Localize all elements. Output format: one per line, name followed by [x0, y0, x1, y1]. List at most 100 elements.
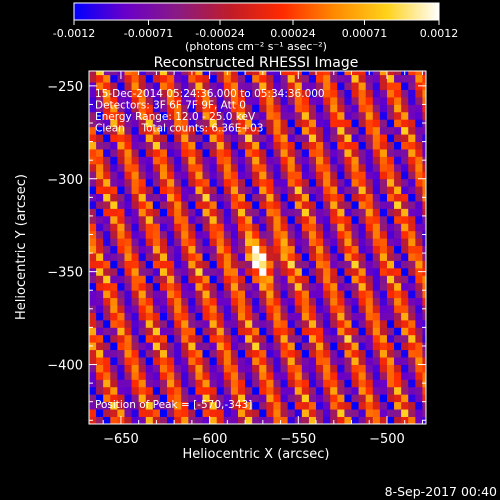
heatmap-cell: [181, 71, 189, 76]
heatmap-cell: [245, 149, 253, 157]
heatmap-cell: [301, 282, 310, 291]
heatmap-cell: [138, 297, 147, 306]
heatmap-cell: [259, 290, 267, 299]
heatmap-cell: [344, 149, 352, 157]
heatmap-cell: [316, 134, 324, 142]
heatmap-cell: [152, 134, 161, 142]
heatmap-cell: [131, 253, 140, 261]
heatmap-cell: [181, 74, 189, 83]
heatmap-cell: [372, 171, 381, 180]
heatmap-cell: [202, 208, 211, 217]
heatmap-cell: [124, 371, 132, 380]
heatmap-cell: [138, 238, 147, 247]
heatmap-cell: [415, 334, 423, 343]
heatmap-cell: [266, 334, 274, 343]
heatmap-cell: [308, 193, 317, 202]
heatmap-cell: [202, 394, 211, 403]
heatmap-cell: [145, 386, 154, 395]
heatmap-cell: [96, 156, 104, 165]
heatmap-cell: [209, 401, 218, 410]
heatmap-cell: [195, 260, 203, 269]
heatmap-cell: [323, 260, 331, 269]
heatmap-cell: [209, 342, 218, 351]
heatmap-cell: [316, 253, 324, 261]
heatmap-cell: [259, 104, 267, 113]
heatmap-cell: [110, 394, 118, 403]
heatmap-cell: [230, 193, 239, 202]
heatmap-cell: [230, 104, 239, 113]
heatmap-cell: [372, 89, 381, 98]
heatmap-cell: [195, 312, 203, 321]
heatmap-cell: [152, 312, 161, 321]
heatmap-cell: [386, 342, 395, 351]
heatmap-cell: [96, 97, 104, 105]
heatmap-cell: [266, 89, 274, 98]
heatmap-cell: [252, 401, 260, 410]
heatmap-cell: [308, 201, 317, 209]
heatmap-cell: [159, 275, 168, 284]
heatmap-cell: [145, 253, 154, 261]
heatmap-cell: [294, 245, 303, 254]
heatmap-cell: [287, 119, 296, 128]
heatmap-cell: [152, 334, 161, 343]
axis-ticks: [89, 71, 426, 424]
heatmap-cell: [372, 371, 381, 380]
heatmap-cell: [344, 223, 352, 232]
heatmap-cell: [358, 253, 367, 261]
heatmap-cell: [223, 111, 232, 120]
heatmap-cell: [280, 386, 289, 395]
heatmap-cell: [103, 416, 111, 424]
heatmap-cell: [117, 357, 125, 365]
heatmap-cell: [237, 319, 246, 328]
heatmap-cell: [181, 334, 189, 343]
heatmap-cell: [195, 134, 203, 142]
heatmap-cell: [316, 82, 324, 90]
heatmap-cell: [386, 74, 395, 83]
heatmap-cell: [202, 319, 211, 328]
heatmap-cell: [230, 312, 239, 321]
heatmap-cell: [372, 156, 381, 165]
heatmap-cell: [422, 357, 426, 365]
heatmap-cell: [181, 201, 189, 209]
heatmap-cell: [408, 282, 416, 291]
heatmap-cell: [131, 111, 140, 120]
heatmap-cell: [181, 409, 189, 417]
heatmap-cell: [394, 208, 402, 217]
heatmap-cell: [422, 223, 426, 232]
heatmap-cell: [202, 149, 211, 157]
heatmap-cell: [188, 253, 196, 261]
heatmap-cell: [195, 238, 203, 247]
heatmap-cell: [408, 201, 416, 209]
heatmap-cell: [103, 409, 111, 417]
heatmap-cell: [415, 401, 423, 410]
heatmap-cell: [365, 267, 374, 276]
heatmap-cell: [145, 104, 154, 113]
heatmap-cell: [188, 141, 196, 150]
heatmap-cell: [209, 119, 218, 128]
heatmap-cell: [89, 260, 97, 269]
colorbar-ticks: [73, 20, 440, 25]
heatmap-cell: [372, 193, 381, 202]
heatmap-cell: [96, 275, 104, 284]
heatmap-cell: [195, 305, 203, 313]
heatmap-cell: [159, 253, 168, 261]
heatmap-cell: [216, 260, 225, 269]
heatmap-cell: [216, 238, 225, 247]
heatmap-cell: [323, 178, 331, 187]
heatmap-cell: [230, 71, 239, 76]
heatmap-cell: [174, 104, 182, 113]
heatmap-cell: [273, 327, 281, 336]
heatmap-cell: [337, 371, 345, 380]
heatmap-cell: [167, 305, 175, 313]
heatmap-cell: [89, 275, 97, 284]
heatmap-cell: [252, 253, 260, 261]
heatmap-cell: [372, 141, 381, 150]
heatmap-cell: [188, 267, 196, 276]
heatmap-cell: [96, 401, 104, 410]
heatmap-cell: [259, 297, 267, 306]
heatmap-cell: [117, 386, 125, 395]
heatmap-cell: [401, 74, 409, 83]
heatmap-cell: [252, 364, 260, 373]
heatmap-cell: [110, 327, 118, 336]
heatmap-cell: [365, 223, 374, 232]
